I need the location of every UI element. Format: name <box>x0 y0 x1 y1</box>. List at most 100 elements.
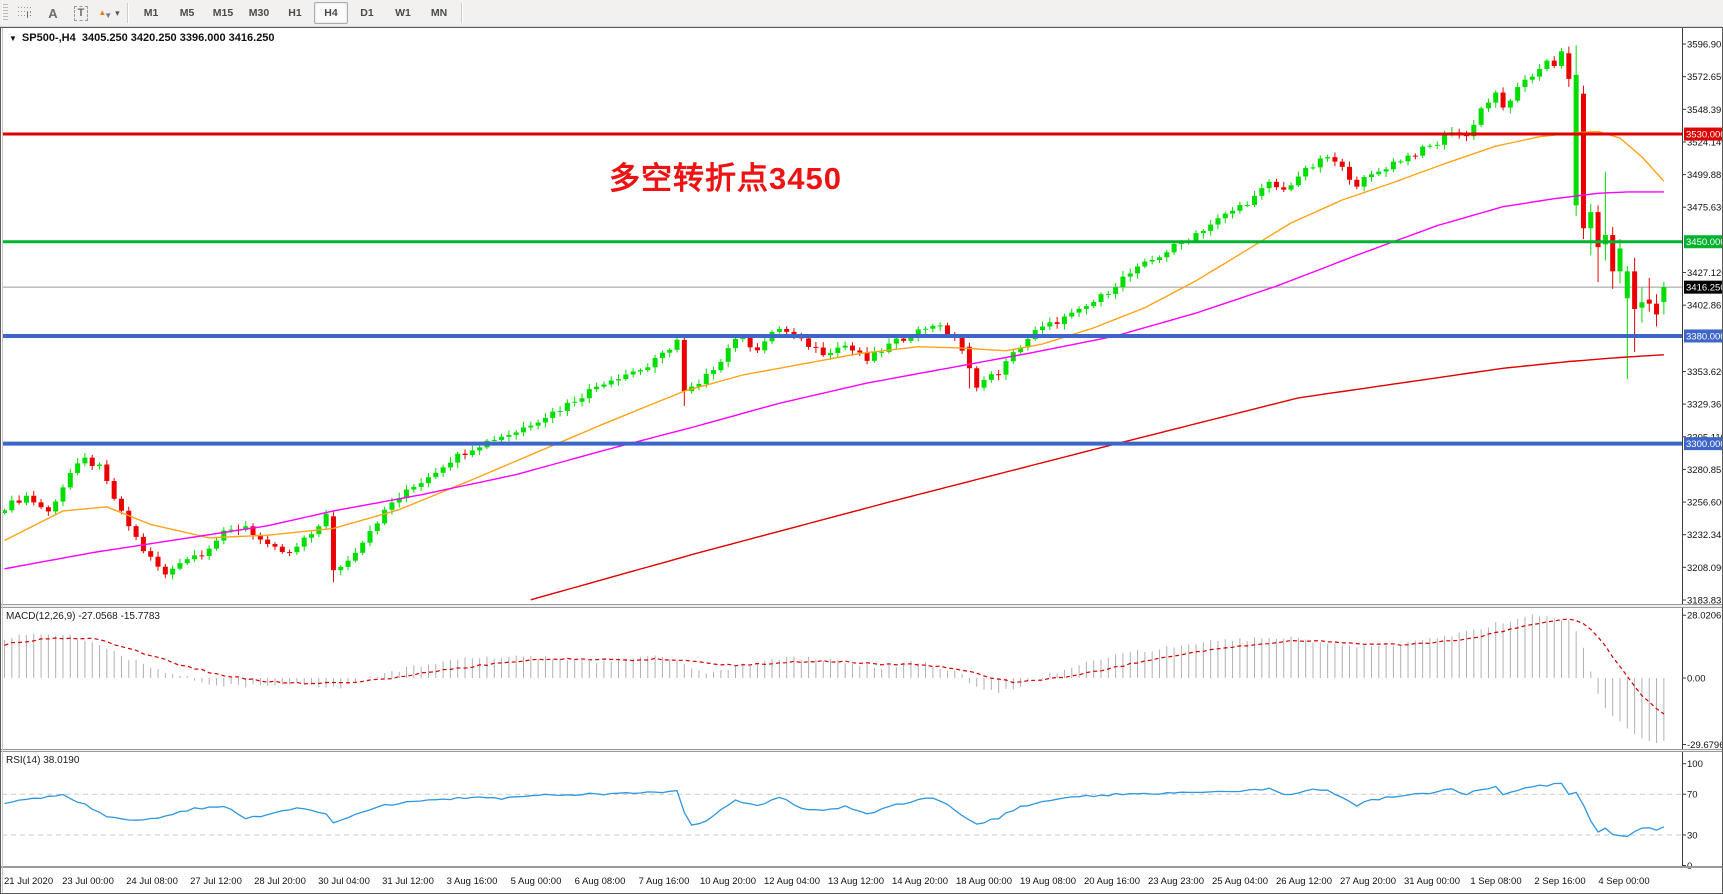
date-label: 2 Sep 16:00 <box>1534 876 1585 887</box>
hline-price-label: 3450.000 <box>1686 237 1723 248</box>
arrows-tool-button[interactable]: ▲ ▼ ▾ <box>96 2 122 24</box>
date-label: 27 Jul 12:00 <box>190 876 242 887</box>
price-tick-label: 3353.620 <box>1687 367 1723 378</box>
timeframe-button-d1[interactable]: D1 <box>360 7 374 19</box>
rsi-name: RSI(14) <box>6 755 41 766</box>
ma-fast-line[interactable] <box>4 130 1665 542</box>
price-tick-label: 3475.630 <box>1687 203 1723 214</box>
rsi-axis-label: 100 <box>1687 759 1703 770</box>
rsi-axis-label: 30 <box>1687 830 1698 841</box>
price-tick-label: 3499.885 <box>1687 170 1723 181</box>
date-label: 27 Aug 20:00 <box>1340 876 1396 887</box>
top-toolbar: F A T ▲ ▼ ▾ M1 M5 M15 M30 H1 H4 D1 W1 MN <box>0 0 1723 27</box>
drawing-tools-group: F A T ▲ ▼ ▾ <box>11 2 123 24</box>
macd-axis-label: 28.0206 <box>1687 611 1721 622</box>
timeframe-button-m30[interactable]: M30 <box>248 7 270 19</box>
macd-value-main: -27.0568 <box>78 611 118 622</box>
date-label: 7 Aug 16:00 <box>639 876 690 887</box>
chart-title[interactable]: ▼ SP500-,H4 3405.250 3420.250 3396.000 34… <box>9 32 275 44</box>
date-label: 6 Aug 08:00 <box>575 876 626 887</box>
date-label: 13 Aug 12:00 <box>828 876 884 887</box>
fibonacci-tool-button[interactable]: F <box>12 2 38 24</box>
timeframe-button-mn[interactable]: MN <box>430 7 448 19</box>
date-label: 12 Aug 04:00 <box>764 876 820 887</box>
ohlc-readout: 3405.250 3420.250 3396.000 3416.250 <box>81 32 275 44</box>
price-tick-label: 3183.835 <box>1687 595 1723 606</box>
date-label: 5 Aug 00:00 <box>511 876 562 887</box>
text-icon: A <box>48 5 58 21</box>
date-label: 1 Sep 08:00 <box>1470 876 1521 887</box>
rsi-value: 38.0190 <box>43 755 80 766</box>
price-tick-label: 3256.600 <box>1687 498 1723 509</box>
annotation-text[interactable]: 多空转折点3450 <box>609 161 842 196</box>
timeframe-button-m1[interactable]: M1 <box>143 7 159 19</box>
rsi-panel <box>2 782 1682 838</box>
arrows-icon: ▼ <box>104 11 113 20</box>
timeframe-button-h1[interactable]: H1 <box>288 7 302 19</box>
date-label: 3 Aug 16:00 <box>447 876 498 887</box>
price-tick-label: 3572.650 <box>1687 72 1723 83</box>
date-label: 31 Jul 12:00 <box>382 876 434 887</box>
hline-price-label: 3380.000 <box>1686 331 1723 342</box>
date-axis[interactable]: 21 Jul 2020 23 Jul 00:00 24 Jul 08:00 27 Ju… <box>4 876 1650 887</box>
hline-price-label: 3300.000 <box>1686 439 1723 450</box>
price-tick-label: 3524.140 <box>1687 137 1723 148</box>
date-label: 23 Jul 00:00 <box>62 876 114 887</box>
ma-slow-line[interactable] <box>530 354 1664 601</box>
rsi-indicator-label: RSI(14) 38.0190 <box>6 755 79 766</box>
date-label: 19 Aug 08:00 <box>1020 876 1076 887</box>
price-tick-label: 3208.090 <box>1687 563 1723 574</box>
price-axis[interactable]: 3596.905 3572.650 3548.395 3524.140 3499.885… <box>1682 28 1723 872</box>
macd-signal-line[interactable] <box>4 618 1665 715</box>
price-panel <box>2 45 1682 601</box>
date-label: 18 Aug 00:00 <box>956 876 1012 887</box>
arrows-icon: ▲ <box>98 8 107 17</box>
fibonacci-icon: F <box>18 7 32 20</box>
date-label: 10 Aug 20:00 <box>700 876 756 887</box>
macd-histogram <box>4 614 1665 743</box>
price-tick-label: 3402.865 <box>1687 301 1723 312</box>
text-label-icon: T <box>73 5 89 21</box>
price-tick-label: 3329.365 <box>1687 400 1723 411</box>
timeframe-button-m5[interactable]: M5 <box>179 7 195 19</box>
ma-mid-line[interactable] <box>4 191 1664 570</box>
timeframe-button-h4[interactable]: H4 <box>314 2 348 24</box>
date-label: 14 Aug 20:00 <box>892 876 948 887</box>
macd-value-signal: -15.7783 <box>120 611 160 622</box>
toolbar-grip[interactable] <box>2 4 8 22</box>
timeframe-group: M1 M5 M15 M30 H1 H4 D1 W1 MN <box>133 2 457 24</box>
macd-panel <box>4 614 1665 743</box>
fibonacci-f-glyph: F <box>26 11 31 20</box>
price-tick-label: 3427.120 <box>1687 268 1723 279</box>
current-price-label: 3416.250 <box>1686 283 1723 294</box>
date-label: 30 Jul 04:00 <box>318 876 370 887</box>
date-label: 20 Aug 16:00 <box>1084 876 1140 887</box>
text-tool-button[interactable]: A <box>40 2 66 24</box>
date-label: 28 Jul 20:00 <box>254 876 306 887</box>
date-label: 21 Jul 2020 <box>4 876 53 887</box>
macd-indicator-label: MACD(12,26,9) -27.0568 -15.7783 <box>6 611 160 622</box>
macd-name: MACD(12,26,9) <box>6 611 76 622</box>
macd-axis-label: -29.6796 <box>1687 740 1723 751</box>
date-label: 31 Aug 00:00 <box>1404 876 1460 887</box>
date-label: 26 Aug 12:00 <box>1276 876 1332 887</box>
price-tick-label: 3548.395 <box>1687 105 1723 116</box>
hline-price-label: 3530.000 <box>1686 130 1723 141</box>
timeframe-button-m15[interactable]: M15 <box>212 7 234 19</box>
timeframe-button-w1[interactable]: W1 <box>395 7 411 19</box>
price-tick-label: 3232.345 <box>1687 530 1723 541</box>
symbol-dropdown-icon[interactable]: ▼ <box>9 34 17 43</box>
price-tick-label: 3280.855 <box>1687 465 1723 476</box>
price-tick-label: 3596.905 <box>1687 40 1723 51</box>
date-label: 24 Jul 08:00 <box>126 876 178 887</box>
dropdown-caret-icon[interactable]: ▾ <box>115 7 120 18</box>
date-label: 23 Aug 23:00 <box>1148 876 1204 887</box>
date-label: 25 Aug 04:00 <box>1212 876 1268 887</box>
macd-axis-label: 0.00 <box>1687 674 1706 685</box>
toolbar-separator <box>127 3 129 23</box>
rsi-line[interactable] <box>4 782 1665 838</box>
rsi-axis-label: 70 <box>1687 790 1698 801</box>
text-label-tool-button[interactable]: T <box>68 2 94 24</box>
